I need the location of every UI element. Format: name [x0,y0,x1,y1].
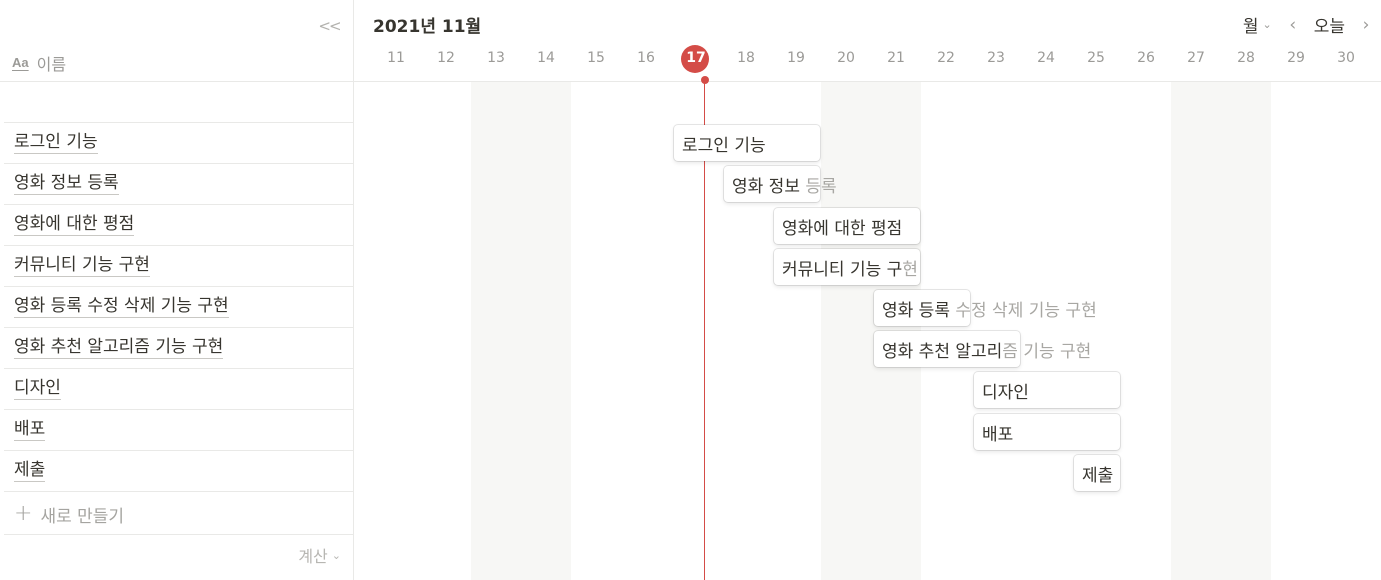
day-label: 20 [837,50,855,66]
chevron-down-icon: ⌄ [331,548,341,562]
row-title[interactable]: 배포 [14,419,46,441]
table-row[interactable]: 제출 [4,451,353,492]
chevron-right-icon[interactable]: › [1362,14,1370,35]
today-button[interactable]: 오늘 [1313,17,1345,37]
table-row[interactable]: 영화에 대한 평점 [4,205,353,246]
plus-icon: + [14,501,33,526]
day-label: 12 [437,50,455,66]
weekend-column [471,82,571,580]
weekend-column [821,82,921,580]
task-bar-text: 영화 추천 알고리 [882,342,1003,363]
today-line [704,80,705,580]
task-bar-label: 제출 [1082,461,1113,486]
task-bar-overflow-text: 현 [902,259,918,280]
task-bar-label: 배포 [982,420,1013,445]
row-title[interactable]: 영화 추천 알고리즘 기능 구현 [14,337,224,359]
task-bar-text: 로그인 기능 [682,136,766,157]
day-label: 25 [1087,50,1105,66]
timeline-controls: 월 ⌄ ‹ 오늘 › [1243,12,1373,38]
row-title[interactable]: 로그인 기능 [14,132,98,154]
row-title[interactable]: 디자인 [14,378,61,400]
task-bar-label: 영화 추천 알고리즘 기능 구현 [882,337,1091,362]
row-title[interactable]: 영화에 대한 평점 [14,214,135,236]
table-row[interactable] [4,82,353,123]
day-label: 29 [1287,50,1305,66]
task-bar-text: 커뮤니티 기능 구 [782,259,903,280]
task-bar-overflow-text: 등록 [805,177,837,198]
name-column-header[interactable]: Aa 이름 [0,44,353,82]
calculate-label: 계산 [298,547,328,566]
task-bar-label: 영화에 대한 평점 [782,214,902,239]
day-label: 11 [387,50,405,66]
task-bar-overflow-text: 즘 기능 구현 [1002,342,1092,363]
task-bar-label: 영화 등록 수정 삭제 기능 구현 [882,296,1097,321]
today-marker [681,45,709,73]
task-bar-overflow-text: 수정 삭제 기능 구현 [955,301,1097,321]
table-row[interactable]: 영화 등록 수정 삭제 기능 구현 [4,287,353,328]
task-bar-text: 제출 [1082,465,1114,486]
view-scale-label: 월 [1242,17,1259,37]
chevron-left-icon[interactable]: ‹ [1289,14,1297,35]
day-label: 27 [1187,50,1205,66]
row-title[interactable]: 제출 [14,460,46,482]
task-bar[interactable] [774,207,920,244]
name-column-label: 이름 [36,54,67,74]
day-label: 13 [487,50,505,66]
day-header: 11 12 13 14 15 16 17 18 19 20 21 22 23 24 25 26 27 28 29 30 [354,44,1381,82]
today-dot [701,76,709,84]
day-label: 30 [1337,50,1355,66]
task-bar-text: 영화 정보 [732,177,806,198]
task-bar-text: 영화 등록 [882,301,956,321]
day-label: 23 [987,50,1005,66]
task-bar[interactable] [1074,454,1120,491]
task-bar-label: 커뮤니티 기능 구현 [782,255,918,280]
text-property-icon: Aa [12,55,29,70]
task-bar[interactable] [774,248,920,285]
table-row[interactable]: 로그인 기능 [4,123,353,164]
task-bar-label: 디자인 [982,378,1029,403]
table-row[interactable]: 디자인 [4,369,353,410]
task-bar[interactable] [674,125,820,162]
day-label: 21 [887,50,905,66]
task-bar-label: 영화 정보 등록 [732,172,837,197]
view-scale-select[interactable]: 월 ⌄ [1243,12,1272,37]
day-label: 15 [587,50,605,66]
weekend-column [1171,82,1271,580]
timeline-panel: 2021년 11월 월 ⌄ ‹ 오늘 › 11 12 13 14 15 16 17 18 19 2… [354,0,1381,580]
task-bar[interactable] [724,166,820,203]
double-chevron-left-icon[interactable]: << [318,17,341,35]
new-row-button[interactable]: + 새로 만들기 [4,494,353,535]
day-label: 28 [1237,50,1255,66]
row-title[interactable]: 영화 등록 수정 삭제 기능 구현 [14,296,229,318]
calculate-button[interactable]: 계산 ⌄ [298,543,341,567]
new-row-label: 새로 만들기 [40,506,125,527]
row-title[interactable]: 영화 정보 등록 [14,173,119,195]
task-bar[interactable] [974,372,1120,409]
today-date: 17 [686,50,706,66]
day-label: 18 [737,50,755,66]
row-title[interactable]: 커뮤니티 기능 구현 [14,255,150,277]
task-bar-text: 영화에 대한 평점 [782,218,903,239]
task-bar[interactable] [974,413,1120,450]
table-row[interactable]: 영화 정보 등록 [4,164,353,205]
day-label: 22 [937,50,955,66]
day-label: 14 [537,50,555,66]
chevron-down-icon: ⌄ [1262,18,1272,31]
task-bar-text: 디자인 [982,383,1029,404]
day-label: 16 [637,50,655,66]
task-bar-text: 배포 [982,424,1014,445]
day-label: 24 [1037,50,1055,66]
month-title: 2021년 11월 [373,17,482,37]
task-bar-label: 로그인 기능 [682,131,766,156]
table-row[interactable]: 커뮤니티 기능 구현 [4,246,353,287]
task-bar[interactable] [874,290,970,326]
day-label: 26 [1137,50,1155,66]
task-bar[interactable] [874,331,1020,368]
table-row[interactable]: 영화 추천 알고리즘 기능 구현 [4,328,353,369]
day-label: 19 [787,50,805,66]
table-row[interactable]: 배포 [4,410,353,451]
